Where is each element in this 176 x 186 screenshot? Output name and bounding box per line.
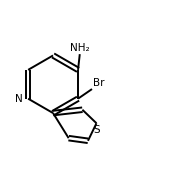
Text: N: N [15,94,23,104]
Text: NH₂: NH₂ [70,43,90,53]
Text: S: S [93,125,100,135]
Text: Br: Br [93,78,104,88]
